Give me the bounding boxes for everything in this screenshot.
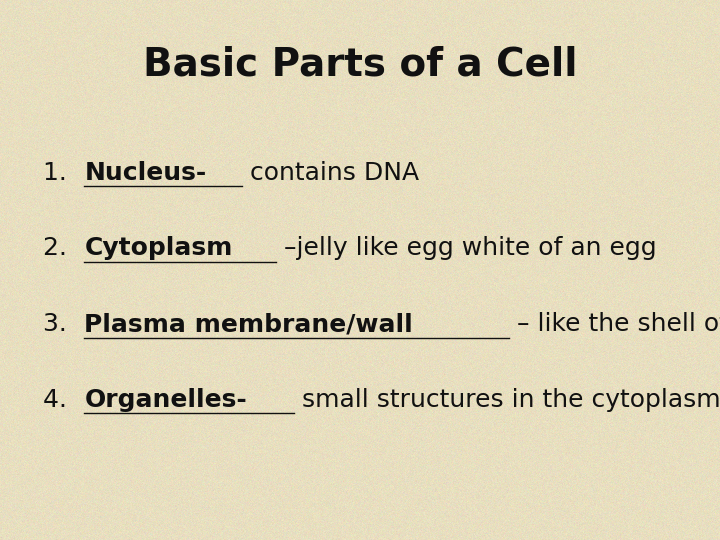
Text: Plasma membrane/wall: Plasma membrane/wall: [84, 312, 413, 336]
Text: small structures in the cytoplasm: small structures in the cytoplasm: [294, 388, 720, 411]
Text: 1.: 1.: [43, 161, 75, 185]
Text: –jelly like egg white of an egg: –jelly like egg white of an egg: [276, 237, 657, 260]
Text: Basic Parts of a Cell: Basic Parts of a Cell: [143, 46, 577, 84]
Text: Cytoplasm: Cytoplasm: [84, 237, 233, 260]
Text: Nucleus-: Nucleus-: [84, 161, 207, 185]
Text: 2.: 2.: [43, 237, 75, 260]
Text: contains DNA: contains DNA: [242, 161, 419, 185]
Text: 4.: 4.: [43, 388, 75, 411]
Text: 3.: 3.: [43, 312, 75, 336]
Text: – like the shell of egg: – like the shell of egg: [508, 312, 720, 336]
Text: Organelles-: Organelles-: [84, 388, 247, 411]
